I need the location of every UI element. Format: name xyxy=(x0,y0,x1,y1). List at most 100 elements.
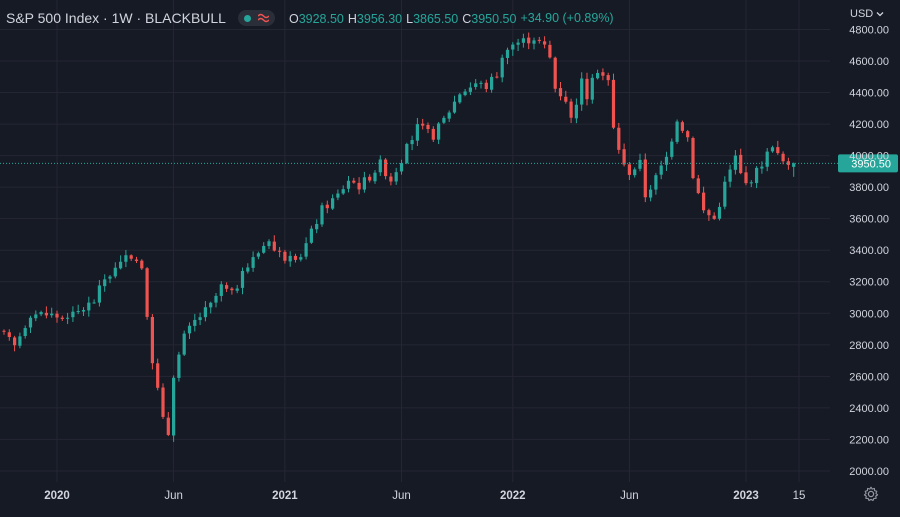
wave-icon xyxy=(257,13,269,23)
candle xyxy=(288,251,292,267)
gear-icon[interactable] xyxy=(863,486,879,502)
symbol-title[interactable]: S&P 500 Index · 1W · BLACKBULL xyxy=(6,10,226,26)
ohlc-value-l: 3865.50 xyxy=(413,11,459,26)
ohlc-values: O3928.50 H3956.30 L3865.50 C3950.50 xyxy=(289,11,521,26)
indicator-toggle-pill[interactable] xyxy=(237,10,275,26)
candles xyxy=(2,32,796,442)
candle xyxy=(765,148,769,172)
candle xyxy=(60,315,64,321)
candle xyxy=(516,38,520,52)
candle xyxy=(739,148,743,175)
candle xyxy=(309,225,313,244)
ohlc-value-o: 3928.50 xyxy=(298,11,344,26)
candle xyxy=(468,82,472,96)
time-axis[interactable]: 2020 Jun 2021 Jun 2022 Jun 2023 15 xyxy=(44,490,805,502)
currency-selector[interactable]: USD xyxy=(850,8,884,20)
candle xyxy=(527,32,531,50)
candle xyxy=(405,142,409,165)
last-price-line: 3950.50 xyxy=(0,154,898,173)
candle xyxy=(278,247,282,258)
candle xyxy=(474,79,478,90)
candle xyxy=(744,166,748,186)
candle xyxy=(240,267,245,295)
candle xyxy=(145,267,149,320)
candle xyxy=(246,263,250,274)
candle xyxy=(717,202,722,221)
candle xyxy=(230,287,234,295)
ohlc-key-h: H xyxy=(347,11,357,26)
candle xyxy=(119,255,123,270)
candle xyxy=(548,40,552,59)
candle xyxy=(103,274,107,292)
candle xyxy=(786,157,790,170)
candle xyxy=(574,98,578,124)
candle xyxy=(39,310,43,317)
candle xyxy=(331,194,335,211)
candle xyxy=(256,251,260,260)
price-tick-label: 3200.00 xyxy=(849,277,889,289)
candle xyxy=(495,72,499,79)
candle xyxy=(81,307,86,317)
candle xyxy=(622,143,626,167)
candle xyxy=(362,171,366,193)
candle xyxy=(680,120,684,134)
candle xyxy=(76,304,80,315)
price-tick-label: 2600.00 xyxy=(849,371,889,383)
ohlc-key-o: O xyxy=(288,11,299,26)
price-tick-label: 2800.00 xyxy=(849,340,889,352)
time-tick-label: Jun xyxy=(164,490,183,502)
candle xyxy=(66,312,70,325)
candle xyxy=(437,121,441,145)
candle xyxy=(569,98,573,124)
candle xyxy=(13,335,17,352)
last-price-badge xyxy=(838,154,898,173)
time-tick-label: 2021 xyxy=(272,490,298,502)
candle xyxy=(686,129,690,142)
candle xyxy=(633,167,637,178)
candle xyxy=(394,167,398,185)
price-tick-label: 4400.00 xyxy=(849,88,889,100)
candle xyxy=(384,158,388,180)
candle xyxy=(267,239,271,249)
price-tick-label: 4200.00 xyxy=(849,119,889,131)
candle xyxy=(193,313,197,332)
ohlc-value-c: 3950.50 xyxy=(471,11,517,26)
candle xyxy=(664,151,669,171)
candle xyxy=(532,37,536,50)
candle xyxy=(649,185,653,202)
candle xyxy=(304,237,308,260)
candle xyxy=(18,332,22,349)
candle xyxy=(696,174,700,195)
ohlc-key-c: C xyxy=(462,11,472,26)
candle xyxy=(28,315,33,334)
candle xyxy=(426,122,430,134)
price-tick-label: 2000.00 xyxy=(849,466,889,478)
candle xyxy=(760,161,764,174)
candle xyxy=(87,296,91,317)
candle xyxy=(34,310,38,322)
price-axis[interactable]: 2000.00 2200.00 2400.00 2600.00 2800.00 3000.… xyxy=(849,24,889,478)
candle xyxy=(505,47,510,65)
candle xyxy=(44,306,48,319)
candle xyxy=(776,140,780,155)
candle xyxy=(124,249,128,268)
candle xyxy=(675,119,679,144)
candle xyxy=(50,307,54,318)
candle xyxy=(580,72,584,111)
candle xyxy=(272,235,276,252)
candle xyxy=(643,153,647,203)
candle xyxy=(511,42,515,56)
candle xyxy=(749,180,753,188)
candle xyxy=(585,72,589,106)
time-tick-label: 2020 xyxy=(44,490,70,502)
candle xyxy=(606,72,610,86)
candle xyxy=(770,145,775,153)
candle xyxy=(553,56,557,93)
candle xyxy=(341,185,345,195)
candle xyxy=(134,256,139,263)
candle xyxy=(92,299,96,304)
price-tick-label: 4000.00 xyxy=(849,151,889,163)
chart-legend: S&P 500 Index · 1W · BLACKBULL O3928.50 H… xyxy=(6,8,618,28)
price-tick-label: 3800.00 xyxy=(849,182,889,194)
